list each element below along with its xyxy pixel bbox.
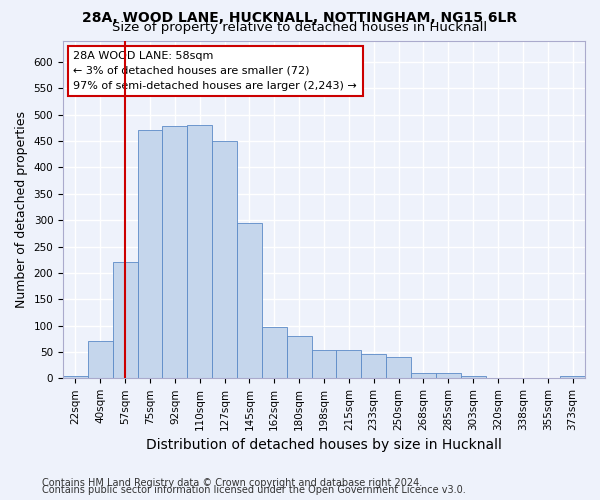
Text: Size of property relative to detached houses in Hucknall: Size of property relative to detached ho… [112, 21, 488, 34]
Bar [212, 141, 237, 378]
Text: 28A WOOD LANE: 58sqm
← 3% of detached houses are smaller (72)
97% of semi-detach: 28A WOOD LANE: 58sqm ← 3% of detached ho… [73, 51, 357, 90]
Bar [163, 126, 187, 378]
Bar [287, 336, 311, 378]
X-axis label: Distribution of detached houses by size in Hucknall: Distribution of detached houses by size … [146, 438, 502, 452]
Text: Contains HM Land Registry data © Crown copyright and database right 2024.: Contains HM Land Registry data © Crown c… [42, 478, 422, 488]
Bar [262, 327, 287, 378]
Bar [137, 130, 163, 378]
Bar [560, 376, 585, 378]
Bar [436, 372, 461, 378]
Bar [187, 126, 212, 378]
Bar [237, 223, 262, 378]
Text: Contains public sector information licensed under the Open Government Licence v3: Contains public sector information licen… [42, 485, 466, 495]
Bar [311, 350, 337, 378]
Bar [386, 357, 411, 378]
Bar [411, 372, 436, 378]
Bar [63, 376, 88, 378]
Y-axis label: Number of detached properties: Number of detached properties [15, 111, 28, 308]
Bar [113, 262, 137, 378]
Bar [88, 342, 113, 378]
Bar [361, 354, 386, 378]
Bar [461, 376, 485, 378]
Text: 28A, WOOD LANE, HUCKNALL, NOTTINGHAM, NG15 6LR: 28A, WOOD LANE, HUCKNALL, NOTTINGHAM, NG… [82, 10, 518, 24]
Bar [337, 350, 361, 378]
